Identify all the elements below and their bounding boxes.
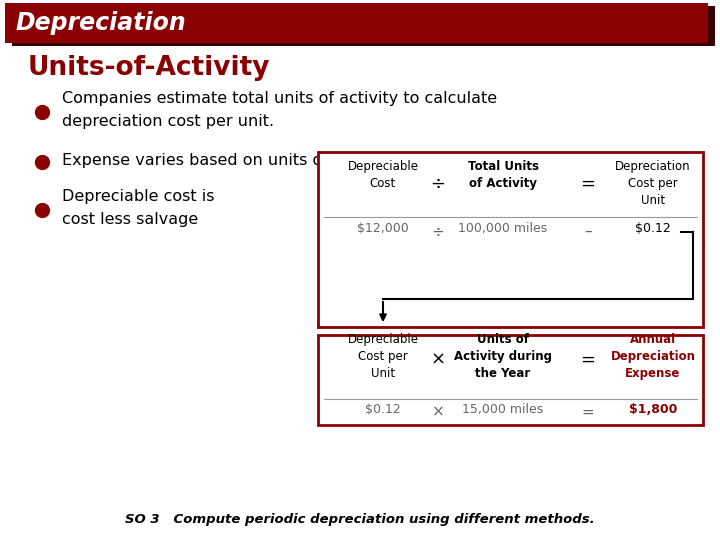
Text: SO 3   Compute periodic depreciation using different methods.: SO 3 Compute periodic depreciation using… — [125, 513, 595, 526]
Text: =: = — [580, 351, 595, 369]
Bar — [12, 6, 715, 46]
Text: Units of
Activity during
the Year: Units of Activity during the Year — [454, 333, 552, 380]
Text: $12,000: $12,000 — [357, 222, 409, 235]
Text: Total Units
of Activity: Total Units of Activity — [467, 160, 539, 190]
Text: =: = — [582, 405, 595, 420]
Text: Illustration 10-11: Illustration 10-11 — [597, 235, 706, 245]
Text: Depreciable
Cost per
Unit: Depreciable Cost per Unit — [348, 333, 418, 380]
Text: Annual
Depreciation
Expense: Annual Depreciation Expense — [611, 333, 696, 380]
Text: Expense varies based on units of activity.: Expense varies based on units of activit… — [62, 153, 395, 168]
Text: Depreciable
Cost: Depreciable Cost — [348, 160, 418, 190]
Text: Depreciable cost is
cost less salvage: Depreciable cost is cost less salvage — [62, 190, 215, 227]
Text: ÷: ÷ — [431, 224, 444, 239]
Text: $1,800: $1,800 — [629, 403, 678, 416]
Text: =: = — [580, 175, 595, 193]
Text: $0.12: $0.12 — [365, 403, 401, 416]
Text: Units-of-Activity: Units-of-Activity — [28, 55, 271, 81]
Text: $0.12: $0.12 — [635, 222, 671, 235]
Text: Depreciation: Depreciation — [16, 11, 186, 35]
Text: ×: × — [431, 351, 446, 369]
Bar — [5, 3, 708, 43]
Text: 100,000 miles: 100,000 miles — [459, 222, 548, 235]
Text: Depreciation
Cost per
Unit: Depreciation Cost per Unit — [615, 160, 690, 207]
Text: ÷: ÷ — [431, 175, 446, 193]
Text: –: – — [584, 224, 592, 239]
Bar — [318, 335, 703, 425]
Text: 15,000 miles: 15,000 miles — [462, 403, 544, 416]
Text: ×: × — [431, 405, 444, 420]
Text: Companies estimate total units of activity to calculate
depreciation cost per un: Companies estimate total units of activi… — [62, 91, 497, 129]
Bar — [318, 152, 703, 327]
